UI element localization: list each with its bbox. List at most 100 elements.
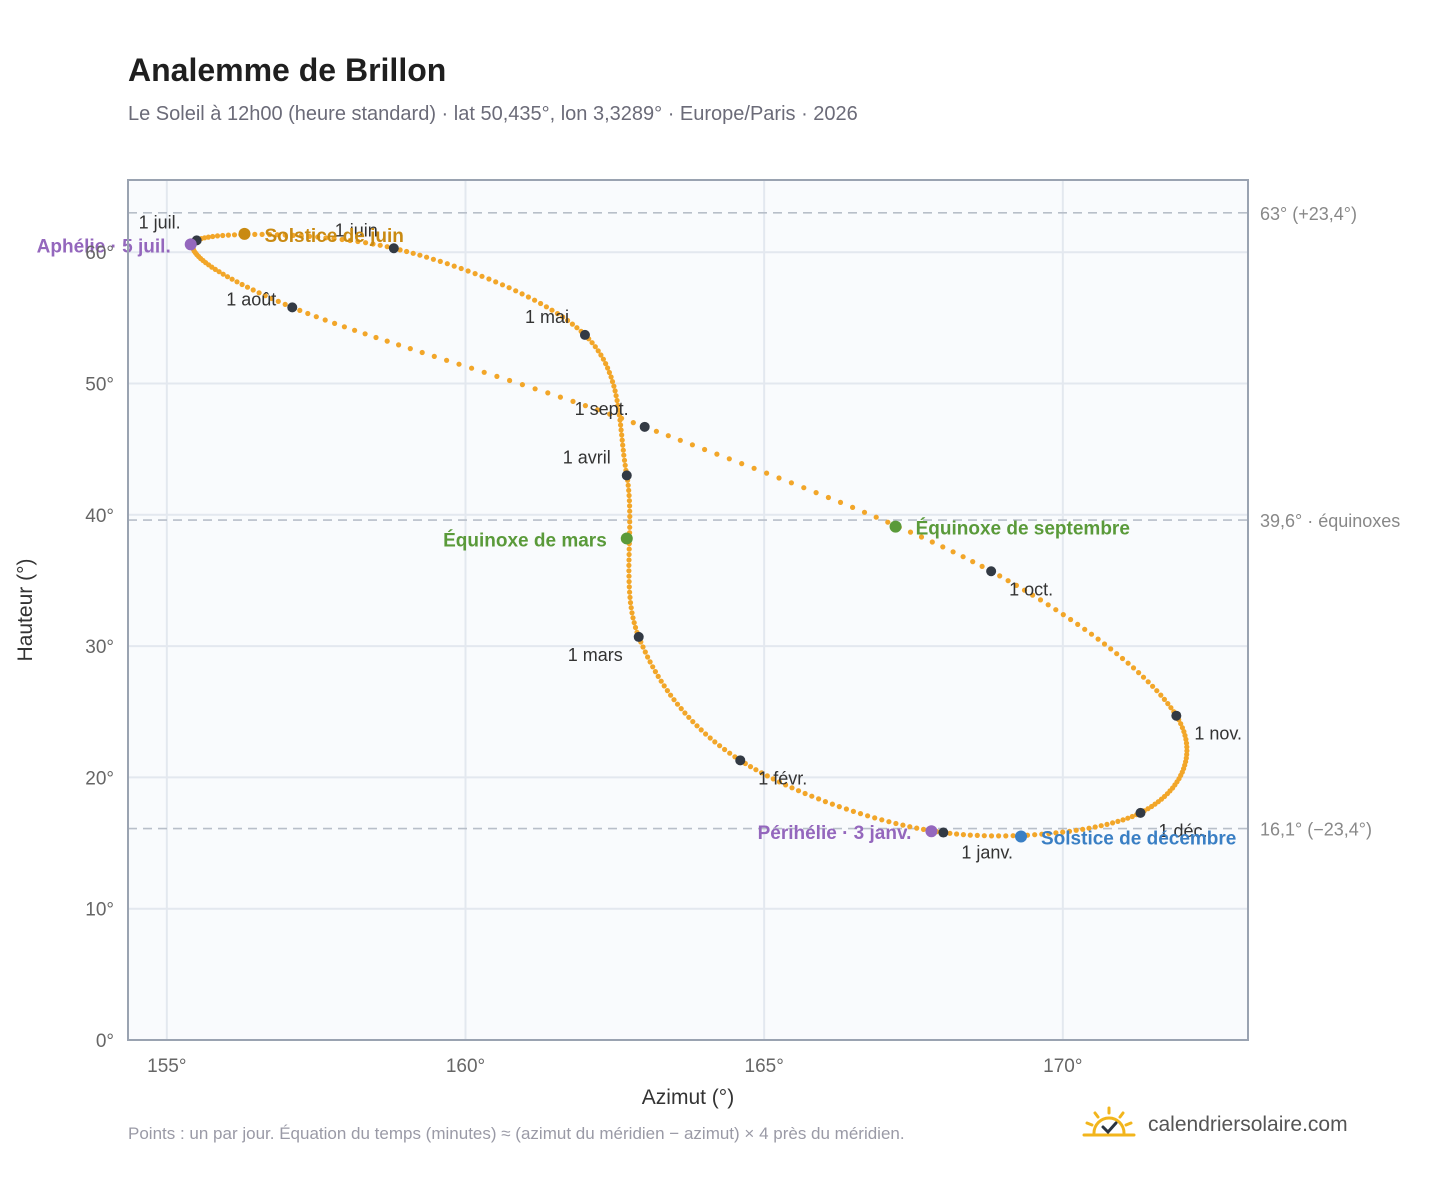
daily-sun-point [224, 274, 231, 280]
daily-sun-point [267, 231, 273, 238]
daily-sun-point [1182, 732, 1188, 739]
daily-sun-point [626, 562, 632, 569]
brand[interactable]: calendriersolaire.com [1082, 1100, 1348, 1150]
daily-sun-point [1114, 651, 1120, 657]
daily-sun-point [1181, 729, 1187, 735]
month-marker [938, 827, 949, 838]
daily-sun-point [1130, 665, 1137, 671]
daily-sun-point [616, 407, 622, 413]
month-marker [735, 755, 746, 766]
daily-sun-point [689, 442, 696, 448]
daily-sun-point [532, 386, 538, 392]
daily-sun-point [622, 462, 628, 468]
daily-sun-point [690, 719, 696, 725]
daily-sun-point [627, 508, 633, 514]
daily-sun-point [331, 236, 337, 242]
daily-sun-point [507, 377, 513, 384]
daily-sun-point [605, 365, 611, 371]
daily-sun-point [595, 407, 601, 413]
daily-sun-point [407, 346, 413, 352]
sun-calendar-icon [1082, 1106, 1136, 1137]
daily-sun-point [607, 411, 613, 417]
daily-sun-point [1158, 692, 1164, 698]
daily-sun-point [282, 301, 288, 307]
daily-sun-point [609, 379, 616, 385]
daily-sun-point [788, 480, 795, 486]
event-markers: Solstice de juin Solstice de décembre Équi… [37, 226, 1237, 850]
daily-sun-point [239, 281, 245, 288]
daily-sun-point [621, 452, 627, 458]
daily-sun-point [960, 832, 967, 838]
daily-sun-point [543, 304, 550, 310]
daily-sun-point [988, 833, 995, 839]
daily-sun-point [1082, 626, 1088, 632]
daily-sun-point [549, 307, 555, 313]
daily-sun-point [347, 237, 353, 244]
daily-sun-point [1046, 831, 1052, 837]
daily-sun-point [1030, 592, 1036, 598]
daily-sun-point [225, 232, 231, 238]
x-tick-label: 165° [745, 1056, 784, 1077]
daily-sun-point [322, 317, 328, 323]
daily-sun-point [560, 314, 566, 320]
daily-sun-point [290, 232, 296, 238]
daily-sun-point [1129, 813, 1135, 820]
daily-sun-point [626, 498, 633, 504]
daily-sun-point [954, 831, 960, 837]
daily-sun-point [722, 746, 728, 753]
daily-sun-point [764, 773, 770, 779]
daily-sun-point [776, 475, 782, 481]
daily-sun-point [702, 446, 708, 453]
daily-sun-point [1032, 832, 1038, 838]
daily-sun-point [458, 265, 464, 272]
daily-sun-point [430, 256, 436, 262]
daily-sun-point [1060, 829, 1066, 835]
daily-sun-point [770, 776, 776, 782]
y-tick-label: 50° [85, 375, 114, 396]
daily-sun-point [612, 388, 618, 394]
daily-sun-point [606, 369, 613, 376]
daily-sun-point [569, 321, 576, 327]
daily-sun-point [519, 291, 525, 297]
daily-sun-point [479, 273, 485, 279]
daily-sun-point [979, 563, 985, 570]
daily-sun-point [970, 559, 976, 565]
daily-sun-point [472, 271, 478, 277]
daily-sun-point [837, 499, 844, 505]
daily-sun-point [554, 311, 561, 317]
daily-sun-point [1120, 817, 1126, 823]
daily-sun-point [234, 279, 240, 285]
daily-sun-point [620, 447, 626, 453]
daily-sun-point [262, 293, 268, 299]
daily-sun-point [1086, 825, 1092, 831]
daily-sun-point [1088, 631, 1095, 637]
daily-sun-point [1178, 721, 1184, 727]
daily-sun-point [615, 402, 621, 408]
daily-sun-point [997, 573, 1003, 579]
daily-sun-point [323, 235, 329, 241]
month-marker [579, 329, 590, 340]
daily-sun-point [661, 683, 667, 689]
month-marker [1135, 807, 1146, 818]
daily-sun-point [1110, 820, 1116, 826]
daily-sun-point [619, 432, 625, 438]
y-tick-label: 20° [85, 768, 114, 789]
daily-sun-point [1010, 833, 1016, 839]
daily-sun-point [822, 799, 829, 805]
month-marker [633, 631, 644, 642]
daily-sun-point [274, 232, 280, 238]
daily-sun-point [626, 487, 632, 493]
event-marker [889, 520, 902, 533]
daily-sun-point [950, 549, 956, 555]
reference-lines: 63° (+23,4°) 39,6° · équinoxes 16,1° (−23,… [128, 204, 1400, 840]
footnote: Points : un par jour. Équation du temps … [128, 1124, 905, 1143]
month-label: 1 oct. [1009, 579, 1053, 599]
daily-sun-point [212, 266, 218, 272]
daily-sun-point [758, 770, 765, 776]
month-markers: 1 janv. 1 févr. 1 mars 1 avril 1 mai 1 juin 1 … [139, 212, 1242, 862]
daily-sun-point [629, 610, 635, 616]
daily-sun-point [885, 519, 891, 525]
daily-sun-point [419, 349, 425, 356]
daily-sun-point [570, 398, 576, 404]
daily-sun-point [608, 374, 614, 380]
